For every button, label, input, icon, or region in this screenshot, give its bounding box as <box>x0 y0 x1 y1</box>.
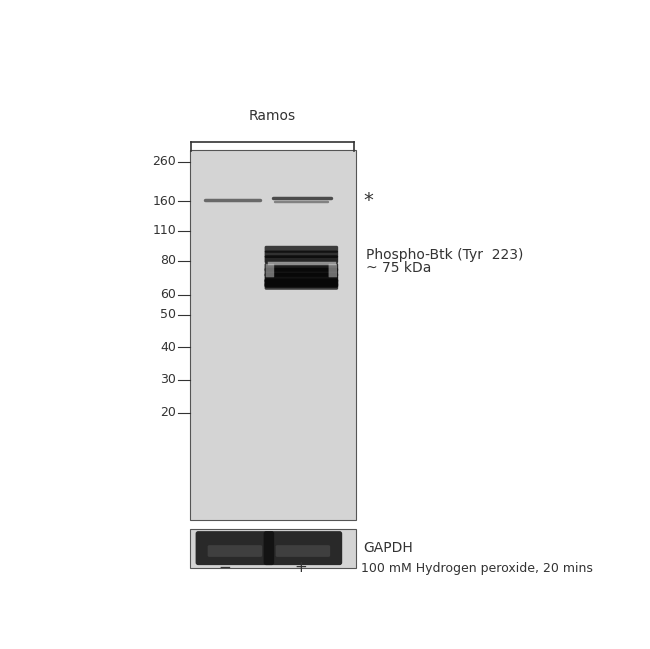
Text: Phospho-Btk (Tyr  223): Phospho-Btk (Tyr 223) <box>366 249 523 262</box>
Text: 20: 20 <box>160 406 176 419</box>
Bar <box>190 151 356 520</box>
Text: 100 mM Hydrogen peroxide, 20 mins: 100 mM Hydrogen peroxide, 20 mins <box>361 562 593 575</box>
Text: ~ 75 kDa: ~ 75 kDa <box>366 261 431 275</box>
FancyBboxPatch shape <box>196 531 274 565</box>
FancyBboxPatch shape <box>265 279 338 287</box>
Text: 160: 160 <box>152 195 176 208</box>
FancyBboxPatch shape <box>276 545 330 557</box>
FancyBboxPatch shape <box>265 251 338 258</box>
Text: GAPDH: GAPDH <box>363 541 413 555</box>
FancyBboxPatch shape <box>265 279 338 288</box>
Text: 40: 40 <box>160 341 176 354</box>
FancyBboxPatch shape <box>207 545 262 557</box>
FancyBboxPatch shape <box>265 255 338 263</box>
Text: 30: 30 <box>160 373 176 386</box>
FancyBboxPatch shape <box>265 263 338 271</box>
FancyBboxPatch shape <box>266 263 274 277</box>
FancyBboxPatch shape <box>264 531 342 565</box>
Text: 50: 50 <box>160 308 176 321</box>
Text: Ramos: Ramos <box>249 109 296 123</box>
Text: 110: 110 <box>152 225 176 238</box>
FancyBboxPatch shape <box>329 263 337 277</box>
Text: +: + <box>294 560 307 575</box>
Text: 80: 80 <box>160 254 176 267</box>
FancyBboxPatch shape <box>265 283 338 289</box>
Bar <box>190 529 356 568</box>
FancyBboxPatch shape <box>265 268 338 276</box>
FancyBboxPatch shape <box>265 246 338 252</box>
Text: *: * <box>363 191 373 210</box>
Text: 60: 60 <box>160 288 176 301</box>
Text: 260: 260 <box>152 155 176 168</box>
FancyBboxPatch shape <box>265 273 338 282</box>
Text: −: − <box>218 560 231 575</box>
